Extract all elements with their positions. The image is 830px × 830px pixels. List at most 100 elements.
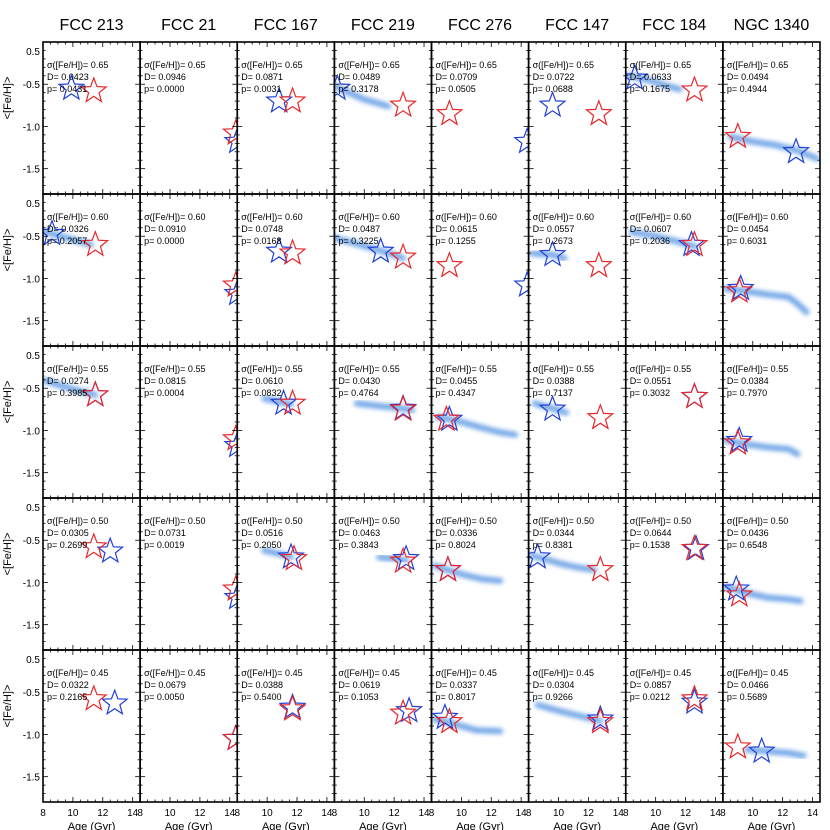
observed-star-marker <box>389 698 418 726</box>
d-statistic: D= 0.0489 <box>338 72 380 82</box>
column-title: FCC 147 <box>545 17 609 34</box>
x-tick-label: 10 <box>650 808 662 819</box>
y-tick-label: -1.5 <box>23 317 41 328</box>
plot-area <box>625 63 709 103</box>
y-axis-labels: <[Fe/H]> <[Fe/H]> <[Fe/H]> <[Fe/H]> <[Fe/H]> <box>2 77 14 728</box>
panel: σ([Fe/H])= 0.50 D= 0.0731 p= 0.0019 <box>139 497 239 651</box>
sigma-annotation: σ([Fe/H])= 0.45 <box>727 668 788 678</box>
d-statistic: D= 0.0551 <box>630 376 672 386</box>
observed-star-marker <box>680 229 709 257</box>
y-axis-label: <[Fe/H]> <box>2 533 14 576</box>
panel: σ([Fe/H])= 0.55 D= 0.0384 p= 0.7970 <box>722 345 821 499</box>
panel: σ([Fe/H])= 0.60 D= 0.0326 p= 0.2057 0.5 -0.5… <box>23 193 141 347</box>
panel: σ([Fe/H])= 0.65 D= 0.0489 p= 0.3178 <box>333 41 433 195</box>
column-title: FCC 184 <box>642 17 706 34</box>
d-statistic: D= 0.0815 <box>144 376 186 386</box>
x-tick-label: 12 <box>291 808 303 819</box>
sigma-annotation: σ([Fe/H])= 0.55 <box>241 364 302 374</box>
sigma-annotation: σ([Fe/H])= 0.45 <box>630 668 691 678</box>
panel: σ([Fe/H])= 0.55 D= 0.0815 p= 0.0004 <box>139 345 239 499</box>
observed-star-marker <box>723 428 752 455</box>
d-statistic: D= 0.0557 <box>533 224 575 234</box>
model-star-marker <box>265 236 294 264</box>
column-title: FCC 219 <box>351 17 415 34</box>
plot-area <box>278 692 307 721</box>
observed-star-marker <box>586 403 615 430</box>
p-value: p= 0.2036 <box>630 236 670 246</box>
panel: σ([Fe/H])= 0.55 D= 0.0610 p= 0.0832 <box>236 345 336 499</box>
model-star-marker <box>538 90 567 118</box>
y-tick-label: -0.5 <box>23 536 41 547</box>
sigma-annotation: σ([Fe/H])= 0.45 <box>47 668 108 678</box>
plot-area <box>375 544 421 574</box>
model-star-marker <box>513 126 529 154</box>
plot-area <box>528 542 615 582</box>
d-statistic: D= 0.0304 <box>533 680 575 690</box>
observed-star-marker <box>584 251 613 278</box>
plot-area <box>534 701 615 734</box>
model-star-marker <box>431 702 459 730</box>
p-value: p= 0.2673 <box>533 236 573 246</box>
y-tick-label: -1.0 <box>23 730 41 741</box>
y-tick-label: -0.5 <box>23 688 41 699</box>
y-tick-label: -0.5 <box>23 384 41 395</box>
plot-area <box>43 376 110 407</box>
observed-star-marker <box>221 118 238 146</box>
observed-star-marker <box>680 533 709 561</box>
panel: σ([Fe/H])= 0.45 D= 0.0388 p= 0.5400 <box>236 649 336 803</box>
column-title: FCC 276 <box>448 17 512 34</box>
y-tick-label: 0.5 <box>26 351 40 362</box>
observed-star-marker <box>586 707 615 734</box>
model-star-marker <box>389 393 418 421</box>
panel: σ([Fe/H])= 0.60 D= 0.0557 p= 0.2673 <box>527 193 627 347</box>
panel: σ([Fe/H])= 0.50 D= 0.0436 p= 0.6548 <box>722 497 821 651</box>
sigma-annotation: σ([Fe/H])= 0.55 <box>630 364 691 374</box>
d-statistic: D= 0.0633 <box>630 72 672 82</box>
y-tick-label: -1.5 <box>23 773 41 784</box>
sigma-annotation: σ([Fe/H])= 0.65 <box>338 60 399 70</box>
panel: σ([Fe/H])= 0.65 D= 0.0423 p= 0.0431 0.5 -0.5… <box>23 41 141 195</box>
density-core <box>377 555 408 562</box>
panel: σ([Fe/H])= 0.60 D= 0.0487 p= 0.3225 <box>333 193 433 347</box>
p-value: p= 0.9266 <box>533 692 573 702</box>
panel: σ([Fe/H])= 0.65 D= 0.0946 p= 0.0000 <box>139 41 239 195</box>
panel: σ([Fe/H])= 0.45 D= 0.0857 p= 0.0212 <box>624 649 724 803</box>
density-core <box>436 415 517 437</box>
x-tick-label: 10 <box>359 808 371 819</box>
d-statistic: D= 0.0910 <box>144 224 186 234</box>
d-statistic: D= 0.0436 <box>727 528 769 538</box>
observed-star-marker <box>432 404 461 432</box>
panel: σ([Fe/H])= 0.45 D= 0.0679 p= 0.0050 <box>139 649 239 803</box>
x-tick-label: 14 <box>321 808 333 819</box>
p-value: p= 0.1053 <box>338 692 378 702</box>
observed-star-marker <box>723 732 752 759</box>
panel-grid: σ([Fe/H])= 0.65 D= 0.0423 p= 0.0431 0.5 -0.5… <box>23 41 821 803</box>
x-tick-label: 10 <box>456 808 468 819</box>
x-tick-label: 10 <box>747 808 759 819</box>
x-axis-labels: 8 10 12 14 Age (Gyr) 8 10 12 14 Age (Gyr) 8 10 12 14 A… <box>40 808 818 830</box>
sigma-annotation: σ([Fe/H])= 0.55 <box>727 364 788 374</box>
observed-star-marker <box>680 75 709 103</box>
plot-area <box>722 574 805 607</box>
observed-star-marker <box>725 276 754 303</box>
p-value: p= 0.8381 <box>533 540 573 550</box>
panel: σ([Fe/H])= 0.65 D= 0.0871 p= 0.0031 <box>236 41 336 195</box>
y-tick-label: -1.0 <box>23 274 41 285</box>
observed-star-marker <box>278 388 307 416</box>
plot-area <box>722 273 811 316</box>
plot-area <box>79 532 125 564</box>
observed-star-marker <box>680 684 709 711</box>
model-star-marker <box>269 388 298 416</box>
plot-area <box>57 73 108 103</box>
plot-area <box>435 251 529 298</box>
plot-area <box>435 99 529 154</box>
sigma-annotation: σ([Fe/H])= 0.45 <box>533 668 594 678</box>
d-statistic: D= 0.0430 <box>338 376 380 386</box>
model-star-marker <box>747 736 776 764</box>
panel: σ([Fe/H])= 0.60 D= 0.0615 p= 0.1255 <box>430 193 530 347</box>
plot-area <box>431 555 504 585</box>
observed-star-marker <box>389 394 418 422</box>
plot-area <box>538 90 613 126</box>
d-statistic: D= 0.0946 <box>144 72 186 82</box>
